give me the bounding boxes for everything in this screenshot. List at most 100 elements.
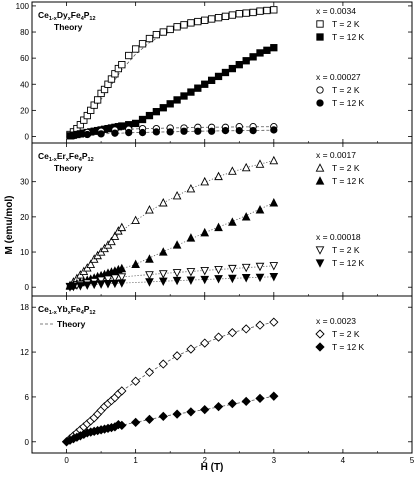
data-point <box>207 76 216 84</box>
legend-marker <box>315 176 325 185</box>
legend-label: T = 2 K <box>332 19 360 29</box>
data-point <box>186 344 196 354</box>
data-point <box>158 247 168 256</box>
x-value-label: x = 0.00027 <box>316 72 361 82</box>
legend-marker <box>315 163 325 172</box>
y-tick-label: 20 <box>20 213 29 222</box>
y-tick-label: 20 <box>20 106 29 115</box>
data-point <box>235 126 243 135</box>
data-point <box>194 17 202 26</box>
data-point <box>235 61 243 69</box>
data-point <box>228 217 237 226</box>
data-point <box>145 205 154 214</box>
x-tick-label: 2 <box>203 456 208 465</box>
data-point <box>228 274 237 284</box>
data-point <box>117 279 127 288</box>
data-point <box>138 40 147 48</box>
data-point <box>256 49 264 57</box>
x-tick-label: 0 <box>64 456 69 465</box>
compound-element: Er <box>57 151 67 161</box>
data-point <box>145 111 154 120</box>
compound-subscript: 1-x <box>49 310 58 316</box>
data-point <box>69 132 78 140</box>
data-point <box>110 231 120 240</box>
y-tick-label: 12 <box>20 348 29 357</box>
legend-label: T = 12 K <box>332 176 365 186</box>
data-point <box>263 46 271 54</box>
data-point <box>145 254 154 263</box>
data-point <box>118 122 126 130</box>
data-point <box>145 278 154 287</box>
data-point <box>228 166 237 175</box>
data-point <box>166 25 174 34</box>
data-point <box>117 386 127 396</box>
x-value-label: x = 0.0034 <box>316 6 356 16</box>
data-point <box>172 190 182 200</box>
data-point <box>158 270 168 279</box>
y-tick-label: 0 <box>25 283 30 292</box>
data-point <box>159 28 167 36</box>
data-point <box>131 215 140 225</box>
data-point <box>172 240 182 249</box>
data-point <box>221 126 230 135</box>
compound-subscript: x <box>68 310 72 316</box>
data-point <box>186 268 196 277</box>
data-point <box>130 376 141 386</box>
legend-marker <box>315 246 325 255</box>
data-point <box>200 405 210 415</box>
x-tick-label: 3 <box>272 456 277 465</box>
data-point <box>166 128 174 136</box>
compound-subscript: 12 <box>88 157 94 163</box>
x-tick-label: 5 <box>410 456 415 465</box>
data-point <box>249 126 257 135</box>
data-point <box>214 14 223 22</box>
data-point <box>97 130 105 138</box>
legend-marker <box>316 33 324 41</box>
data-point <box>214 265 223 275</box>
legend-marker <box>315 259 325 268</box>
data-point <box>194 127 202 135</box>
data-point <box>180 127 188 135</box>
legend-label: T = 2 K <box>332 163 360 173</box>
data-point <box>241 274 251 283</box>
y-tick-label: 100 <box>16 2 30 11</box>
y-tick-label: 18 <box>20 303 29 312</box>
data-point <box>241 396 251 407</box>
data-point <box>255 205 265 214</box>
data-point <box>130 417 141 427</box>
data-point <box>269 262 279 271</box>
data-point <box>214 222 223 232</box>
x-value-label: x = 0.0023 <box>316 316 356 326</box>
data-point <box>138 128 147 137</box>
x-value-label: x = 0.00018 <box>316 232 361 242</box>
data-point <box>166 100 174 108</box>
panel-frame <box>31 295 413 454</box>
data-point <box>221 12 230 21</box>
compound-subscript: 12 <box>89 16 95 22</box>
data-point <box>103 280 113 289</box>
data-point <box>186 233 196 242</box>
data-point <box>255 320 265 330</box>
x-axis-label: H (T) <box>201 462 224 473</box>
data-point <box>110 274 120 283</box>
data-point <box>214 275 223 284</box>
data-point <box>186 276 196 285</box>
compound-subscript: 12 <box>89 310 95 316</box>
theory-curve <box>66 321 274 443</box>
data-point <box>207 15 216 23</box>
data-point <box>117 420 127 430</box>
data-point <box>194 84 202 92</box>
legend-marker <box>316 86 324 94</box>
compound-element: Fe <box>71 304 81 314</box>
compound-subscript: 4 <box>81 16 85 22</box>
data-point <box>145 34 154 43</box>
data-point <box>263 6 271 15</box>
data-point <box>158 277 168 287</box>
data-point <box>213 402 224 412</box>
data-point <box>107 236 116 246</box>
data-point <box>172 269 182 278</box>
